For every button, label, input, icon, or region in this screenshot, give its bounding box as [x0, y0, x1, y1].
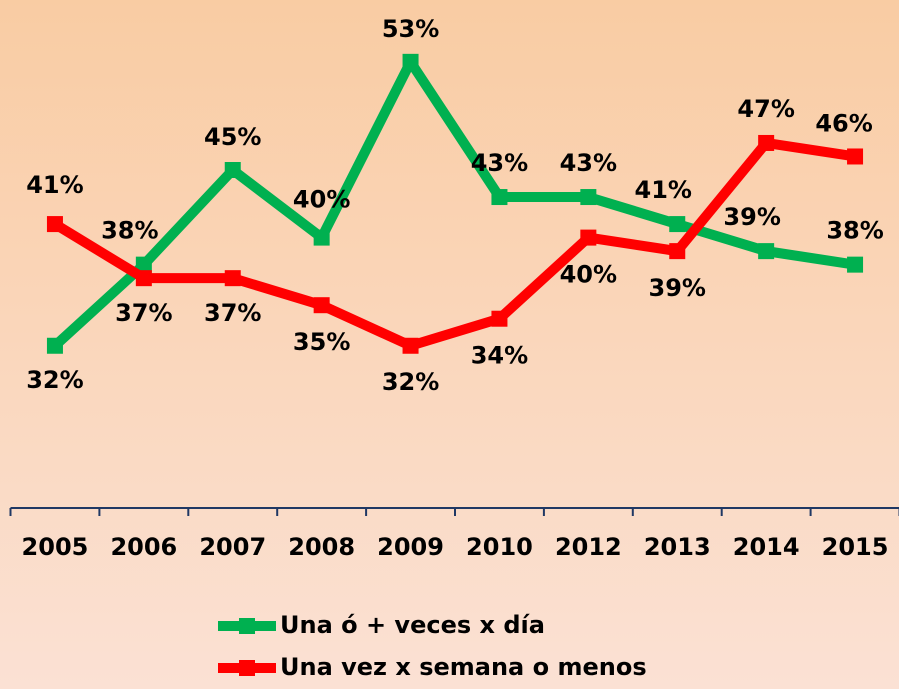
data-label: 46% [815, 109, 872, 137]
data-label: 39% [649, 274, 706, 302]
x-tick-label: 2012 [555, 533, 622, 561]
data-label: 43% [471, 149, 528, 177]
marker [758, 134, 775, 151]
data-label: 32% [382, 368, 439, 396]
marker [135, 270, 152, 287]
marker [847, 256, 864, 273]
x-tick-label: 2015 [822, 533, 889, 561]
data-label: 37% [115, 299, 172, 327]
data-label: 37% [204, 299, 261, 327]
data-label: 39% [723, 203, 780, 231]
data-label: 32% [26, 366, 83, 394]
x-tick-label: 2005 [22, 533, 89, 561]
legend-marker [239, 618, 255, 634]
marker [669, 216, 686, 233]
data-label: 35% [293, 328, 350, 356]
marker [580, 189, 597, 206]
series-line [51, 56, 856, 350]
data-label: 38% [826, 217, 883, 245]
data-label: 41% [635, 176, 692, 204]
series-line [52, 137, 856, 351]
marker [758, 243, 775, 260]
data-label: 34% [471, 342, 528, 370]
marker [224, 270, 241, 287]
legend-marker [239, 660, 255, 676]
marker [847, 148, 864, 165]
marker [402, 53, 419, 70]
marker [224, 162, 241, 178]
data-label: 41% [26, 171, 83, 199]
marker [313, 297, 330, 314]
data-label: 43% [560, 149, 617, 177]
x-tick-label: 2008 [288, 533, 355, 561]
data-label: 47% [737, 95, 794, 123]
legend-label: Una vez x semana o menos [280, 653, 647, 681]
legend-label: Una ó + veces x día [280, 611, 545, 639]
x-tick-label: 2013 [644, 533, 711, 561]
marker [669, 243, 686, 260]
x-tick-label: 2006 [110, 533, 177, 561]
x-tick-label: 2009 [377, 533, 444, 561]
data-label: 38% [101, 217, 158, 245]
data-label: 40% [560, 261, 617, 289]
marker [491, 310, 508, 327]
marker [135, 256, 152, 273]
data-label: 40% [293, 186, 350, 214]
marker [313, 229, 330, 246]
marker [580, 229, 597, 246]
marker [402, 337, 419, 354]
x-tick-label: 2010 [466, 533, 533, 561]
marker [491, 189, 508, 206]
x-tick-label: 2014 [733, 533, 800, 561]
data-label: 53% [382, 15, 439, 43]
marker [46, 216, 63, 233]
x-tick-label: 2007 [199, 533, 266, 561]
marker [46, 337, 63, 354]
data-label: 45% [204, 123, 261, 151]
